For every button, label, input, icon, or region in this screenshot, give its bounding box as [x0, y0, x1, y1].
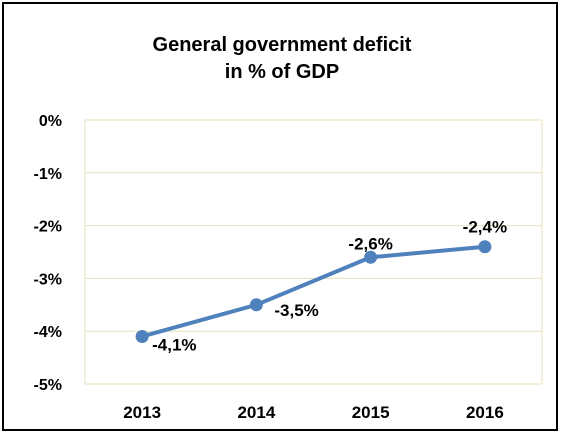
- data-point: [135, 329, 149, 343]
- y-tick-label: 0%: [39, 113, 62, 130]
- y-tick-label: -2%: [34, 219, 62, 236]
- chart-title-line-2: in % of GDP: [224, 61, 340, 83]
- chart-title-line-1: General government deficit: [152, 34, 412, 56]
- x-tick-labels: 2013 2014 2015 2016: [123, 403, 504, 422]
- x-tick-label: 2013: [123, 403, 161, 422]
- data-label: -4,1%: [152, 335, 196, 354]
- gridlines: [84, 119, 543, 385]
- y-tick-label: -4%: [34, 324, 62, 341]
- series-group: -4,1% -3,5% -2,6% -2,4%: [135, 218, 507, 354]
- y-tick-label: -3%: [34, 271, 62, 288]
- chart-frame: [2, 2, 558, 431]
- y-tick-label: -1%: [34, 166, 62, 183]
- series-line: [140, 244, 487, 339]
- data-point: [478, 240, 492, 254]
- x-tick-label: 2015: [352, 403, 390, 422]
- x-tick-label: 2014: [237, 403, 275, 422]
- y-tick-label: -5%: [34, 377, 62, 394]
- data-label: -2,4%: [463, 218, 507, 237]
- chart-title: General government deficit in % of GDP: [0, 32, 564, 86]
- x-tick-label: 2016: [466, 403, 504, 422]
- y-tick-labels: 0% -1% -2% -3% -4% -5%: [34, 113, 62, 394]
- data-label: -2,6%: [348, 234, 392, 253]
- data-point: [364, 250, 378, 264]
- data-label: -3,5%: [274, 301, 318, 320]
- data-point: [249, 298, 263, 312]
